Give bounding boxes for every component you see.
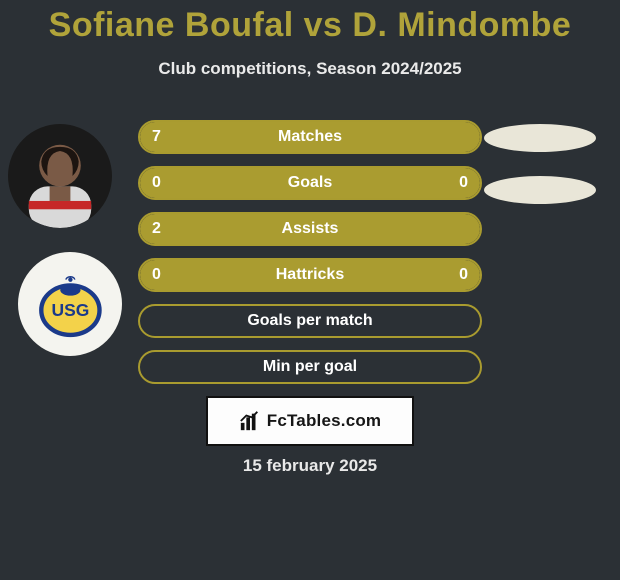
stat-bar: 7Matches [138, 120, 482, 154]
club-badge-icon: USG [34, 268, 107, 341]
logo-text: FcTables.com [267, 411, 382, 431]
stat-label: Goals per match [140, 312, 480, 330]
right-marker-1 [484, 124, 596, 152]
subtitle: Club competitions, Season 2024/2025 [0, 59, 620, 79]
stat-bars: 7Matches0Goals02Assists0Hattricks0Goals … [138, 120, 482, 396]
date-line: 15 february 2025 [0, 456, 620, 476]
stat-right-value: 0 [459, 174, 468, 192]
player-avatar-placeholder [8, 124, 112, 228]
stat-bar: 2Assists [138, 212, 482, 246]
stat-bar: Goals per match [138, 304, 482, 338]
club-badge: USG [18, 252, 122, 356]
comparison-card: Sofiane Boufal vs D. Mindombe Club compe… [0, 0, 620, 580]
stat-bar: 0Goals0 [138, 166, 482, 200]
page-title: Sofiane Boufal vs D. Mindombe [0, 6, 620, 45]
stat-label: Hattricks [140, 266, 480, 284]
stat-label: Min per goal [140, 358, 480, 376]
stat-right-value: 0 [459, 266, 468, 284]
right-marker-2 [484, 176, 596, 204]
stat-bar: Min per goal [138, 350, 482, 384]
player-avatar [8, 124, 112, 228]
bar-chart-icon [239, 410, 261, 432]
stat-label: Matches [140, 128, 480, 146]
svg-text:USG: USG [51, 300, 89, 320]
stat-label: Goals [140, 174, 480, 192]
stat-label: Assists [140, 220, 480, 238]
fctables-logo: FcTables.com [206, 396, 414, 446]
stat-bar: 0Hattricks0 [138, 258, 482, 292]
